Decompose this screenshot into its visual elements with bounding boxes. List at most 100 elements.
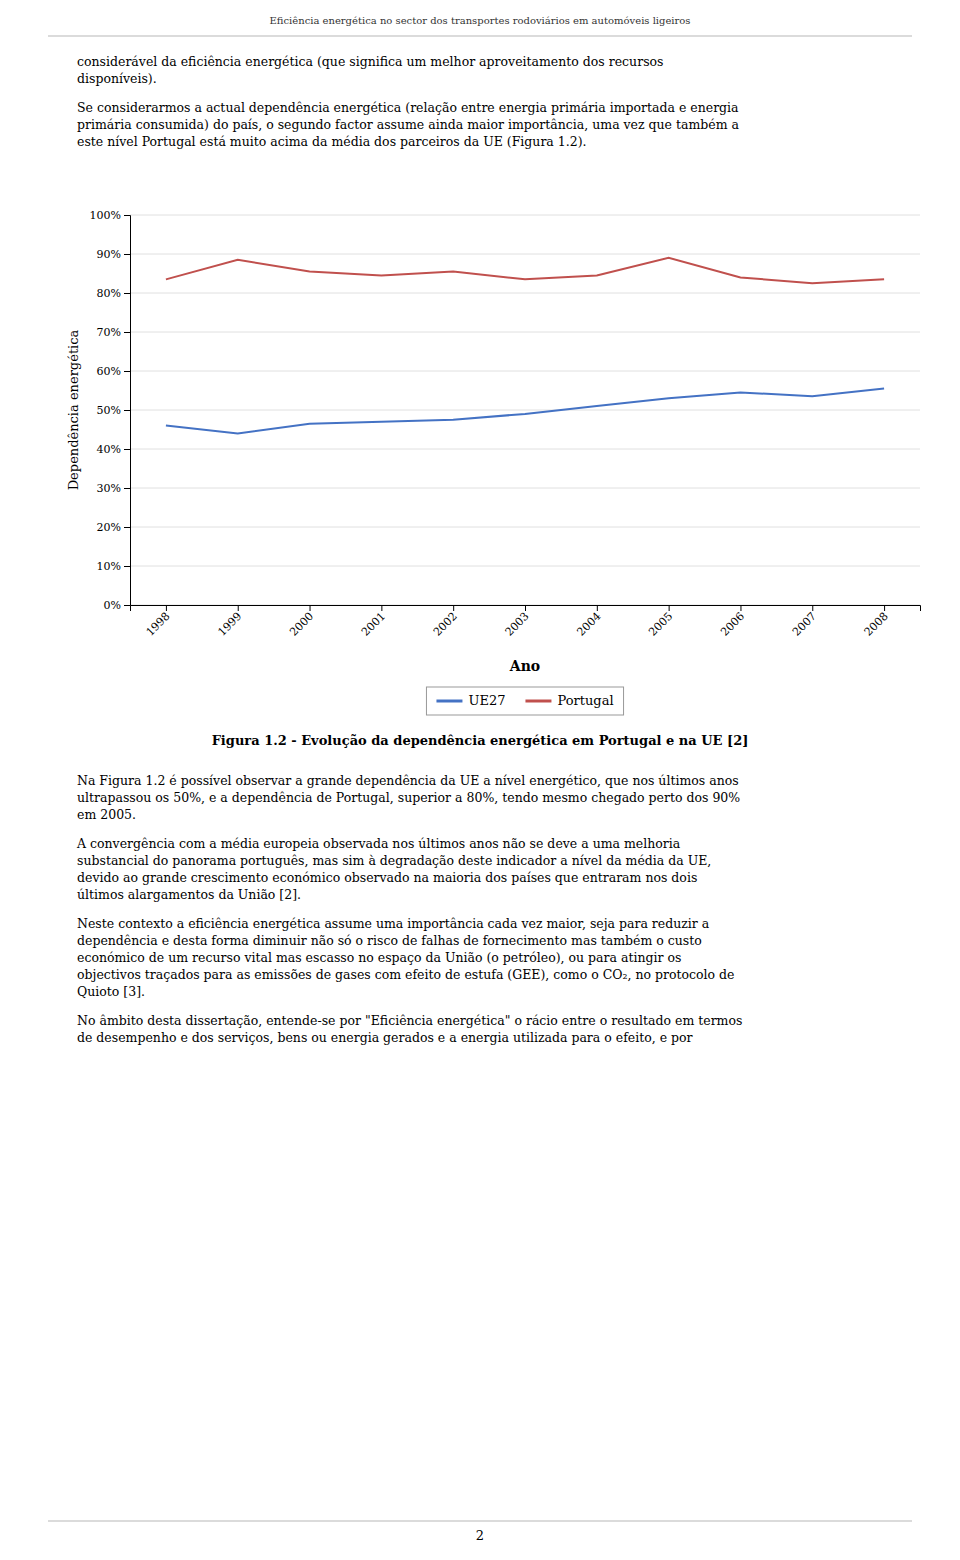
x-tick: 2006 bbox=[718, 605, 747, 639]
tick-label: 20% bbox=[97, 521, 121, 534]
grid-line bbox=[130, 449, 920, 450]
tick-mark bbox=[381, 605, 382, 611]
paragraph-line: Na Figura 1.2 é possível observar a gran… bbox=[77, 773, 739, 788]
series-line bbox=[166, 258, 884, 283]
tick-label: 10% bbox=[97, 560, 121, 573]
grid-line bbox=[130, 371, 920, 372]
x-tick: 2001 bbox=[359, 605, 388, 639]
body-text: considerável da eficiência energética (q… bbox=[77, 54, 740, 149]
grid-line bbox=[130, 410, 920, 411]
y-tick: 100% bbox=[90, 209, 130, 222]
tick-label: 90% bbox=[97, 248, 121, 261]
paragraph-line: de desempenho e dos serviços, bens ou en… bbox=[77, 1030, 693, 1045]
paragraph-line: No âmbito desta dissertação, entende-se … bbox=[77, 1013, 742, 1028]
paragraph-line: em 2005. bbox=[77, 807, 136, 822]
legend-swatch bbox=[525, 700, 551, 703]
plot-area bbox=[166, 258, 884, 434]
tick-mark bbox=[124, 605, 130, 606]
tick-label: 1998 bbox=[144, 610, 173, 639]
y-tick: 10% bbox=[97, 560, 130, 573]
grid-line bbox=[130, 254, 920, 255]
tick-mark bbox=[124, 410, 130, 411]
tick-label: 60% bbox=[97, 365, 121, 378]
x-tick: 2008 bbox=[862, 605, 891, 639]
tick-label: 2004 bbox=[574, 610, 603, 639]
y-axis-title: Dependência energética bbox=[66, 329, 81, 490]
legend-frame bbox=[426, 687, 623, 715]
body-text: Na Figura 1.2 é possível observar a gran… bbox=[76, 773, 742, 1045]
tick-label: 2006 bbox=[718, 610, 747, 639]
paragraph-line: objectivos traçados para as emissões de … bbox=[77, 967, 734, 982]
y-tick: 80% bbox=[97, 287, 130, 300]
paragraph-line: económico de um recurso vital mas escass… bbox=[77, 950, 681, 965]
x-axis-title: Ano bbox=[509, 658, 540, 674]
y-tick: 70% bbox=[97, 326, 130, 339]
grid-line bbox=[130, 293, 920, 294]
tick-label: 80% bbox=[97, 287, 121, 300]
paragraph-line: substancial do panorama português, mas s… bbox=[77, 853, 711, 868]
paragraph-line: ultrapassou os 50%, e a dependência de P… bbox=[77, 790, 740, 805]
tick-label: 50% bbox=[97, 404, 121, 417]
x-tick: 2005 bbox=[646, 605, 675, 639]
page-number: 2 bbox=[476, 1528, 484, 1543]
grid-line bbox=[130, 488, 920, 489]
y-axis: 0% 10% 20% 30% 40% 50% 60% 70% 80% 90% 100% bbox=[90, 209, 131, 612]
paragraph-line: primária consumida) do país, o segundo f… bbox=[77, 117, 740, 132]
tick-mark bbox=[166, 605, 167, 611]
grid-line bbox=[130, 527, 920, 528]
tick-mark bbox=[525, 605, 526, 611]
tick-mark bbox=[669, 605, 670, 611]
grid bbox=[130, 215, 920, 605]
y-tick: 50% bbox=[97, 404, 130, 417]
axis-line bbox=[131, 606, 921, 612]
x-tick: 2007 bbox=[790, 605, 819, 639]
paragraph-line: considerável da eficiência energética (q… bbox=[77, 54, 664, 69]
paragraph-line: este nível Portugal está muito acima da … bbox=[77, 134, 587, 149]
tick-label: 2007 bbox=[790, 610, 819, 639]
tick-label: 2002 bbox=[431, 610, 460, 639]
y-tick: 90% bbox=[97, 248, 130, 261]
tick-label: 30% bbox=[97, 482, 121, 495]
grid-line bbox=[130, 566, 920, 567]
tick-label: 2000 bbox=[287, 610, 316, 639]
tick-mark bbox=[124, 293, 130, 294]
tick-mark bbox=[124, 254, 130, 255]
chart: 0%10%20%30%40%50%60%70%80%90%100%1998199… bbox=[66, 209, 921, 748]
tick-mark bbox=[124, 449, 130, 450]
grid-line bbox=[130, 215, 920, 216]
tick-mark bbox=[884, 605, 885, 611]
tick-mark bbox=[124, 488, 130, 489]
paragraph-line: devido ao grande crescimento económico o… bbox=[77, 870, 697, 885]
tick-label: 100% bbox=[90, 209, 121, 222]
grid-line bbox=[130, 332, 920, 333]
tick-label: 2008 bbox=[862, 610, 891, 639]
tick-label: 40% bbox=[97, 443, 121, 456]
x-tick: 2000 bbox=[287, 605, 316, 639]
tick-mark bbox=[597, 605, 598, 611]
x-tick: 1999 bbox=[215, 605, 244, 639]
tick-label: 70% bbox=[97, 326, 121, 339]
x-tick: 2002 bbox=[431, 605, 460, 639]
tick-mark bbox=[124, 332, 130, 333]
header-rule bbox=[48, 36, 912, 37]
legend-label: UE27 bbox=[468, 693, 505, 708]
y-tick: 20% bbox=[97, 521, 130, 534]
tick-mark bbox=[812, 605, 813, 611]
tick-mark bbox=[453, 605, 454, 611]
chart-title: Figura 1.2 - Evolução da dependência ene… bbox=[212, 733, 749, 748]
tick-mark bbox=[740, 605, 741, 611]
tick-label: 0% bbox=[104, 599, 121, 612]
page: Eficiência energética no sector dos tran… bbox=[0, 0, 960, 1560]
legend-label: Portugal bbox=[557, 693, 613, 708]
legend: UE27 Portugal bbox=[426, 687, 623, 715]
tick-mark bbox=[124, 371, 130, 372]
tick-mark bbox=[124, 566, 130, 567]
x-tick: 2004 bbox=[574, 605, 603, 639]
paragraph-line: Neste contexto a eficiência energética a… bbox=[77, 916, 710, 931]
y-tick: 60% bbox=[97, 365, 130, 378]
legend-swatch bbox=[436, 700, 462, 703]
paragraph-line: últimos alargamentos da União [2]. bbox=[77, 887, 301, 902]
x-tick: 2003 bbox=[503, 605, 532, 639]
tick-mark bbox=[310, 605, 311, 611]
x-axis: 1998 1999 2000 2001 2002 2003 2004 2005 2006 2007… bbox=[131, 605, 921, 639]
